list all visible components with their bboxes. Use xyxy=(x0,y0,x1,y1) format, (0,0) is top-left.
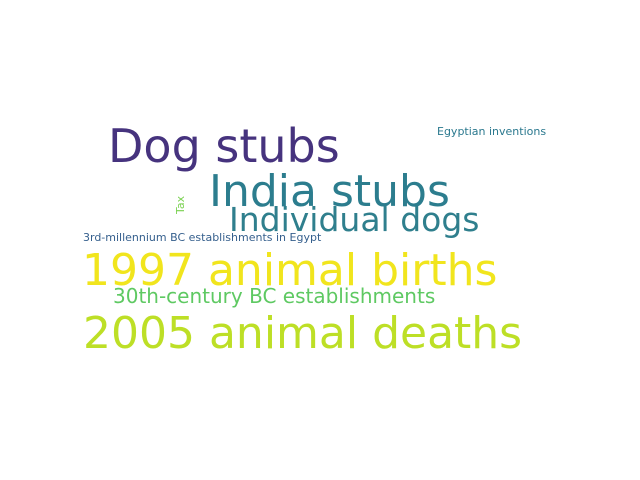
word-india-stubs: India stubs xyxy=(209,166,450,217)
word-tax: Tax xyxy=(174,195,187,214)
word-2005-animal-deaths: 2005 animal deaths xyxy=(83,308,523,359)
word-3rd-millennium-bc-establishments-in-egypt: 3rd-millennium BC establishments in Egyp… xyxy=(83,231,322,244)
word-individual-dogs: Individual dogs xyxy=(229,200,480,239)
word-dog-stubs: Dog stubs xyxy=(108,119,340,173)
word-30th-century-bc-establishments: 30th-century BC establishments xyxy=(113,284,436,308)
word-egyptian-inventions: Egyptian inventions xyxy=(437,125,547,138)
word-1997-animal-births: 1997 animal births xyxy=(82,245,498,296)
